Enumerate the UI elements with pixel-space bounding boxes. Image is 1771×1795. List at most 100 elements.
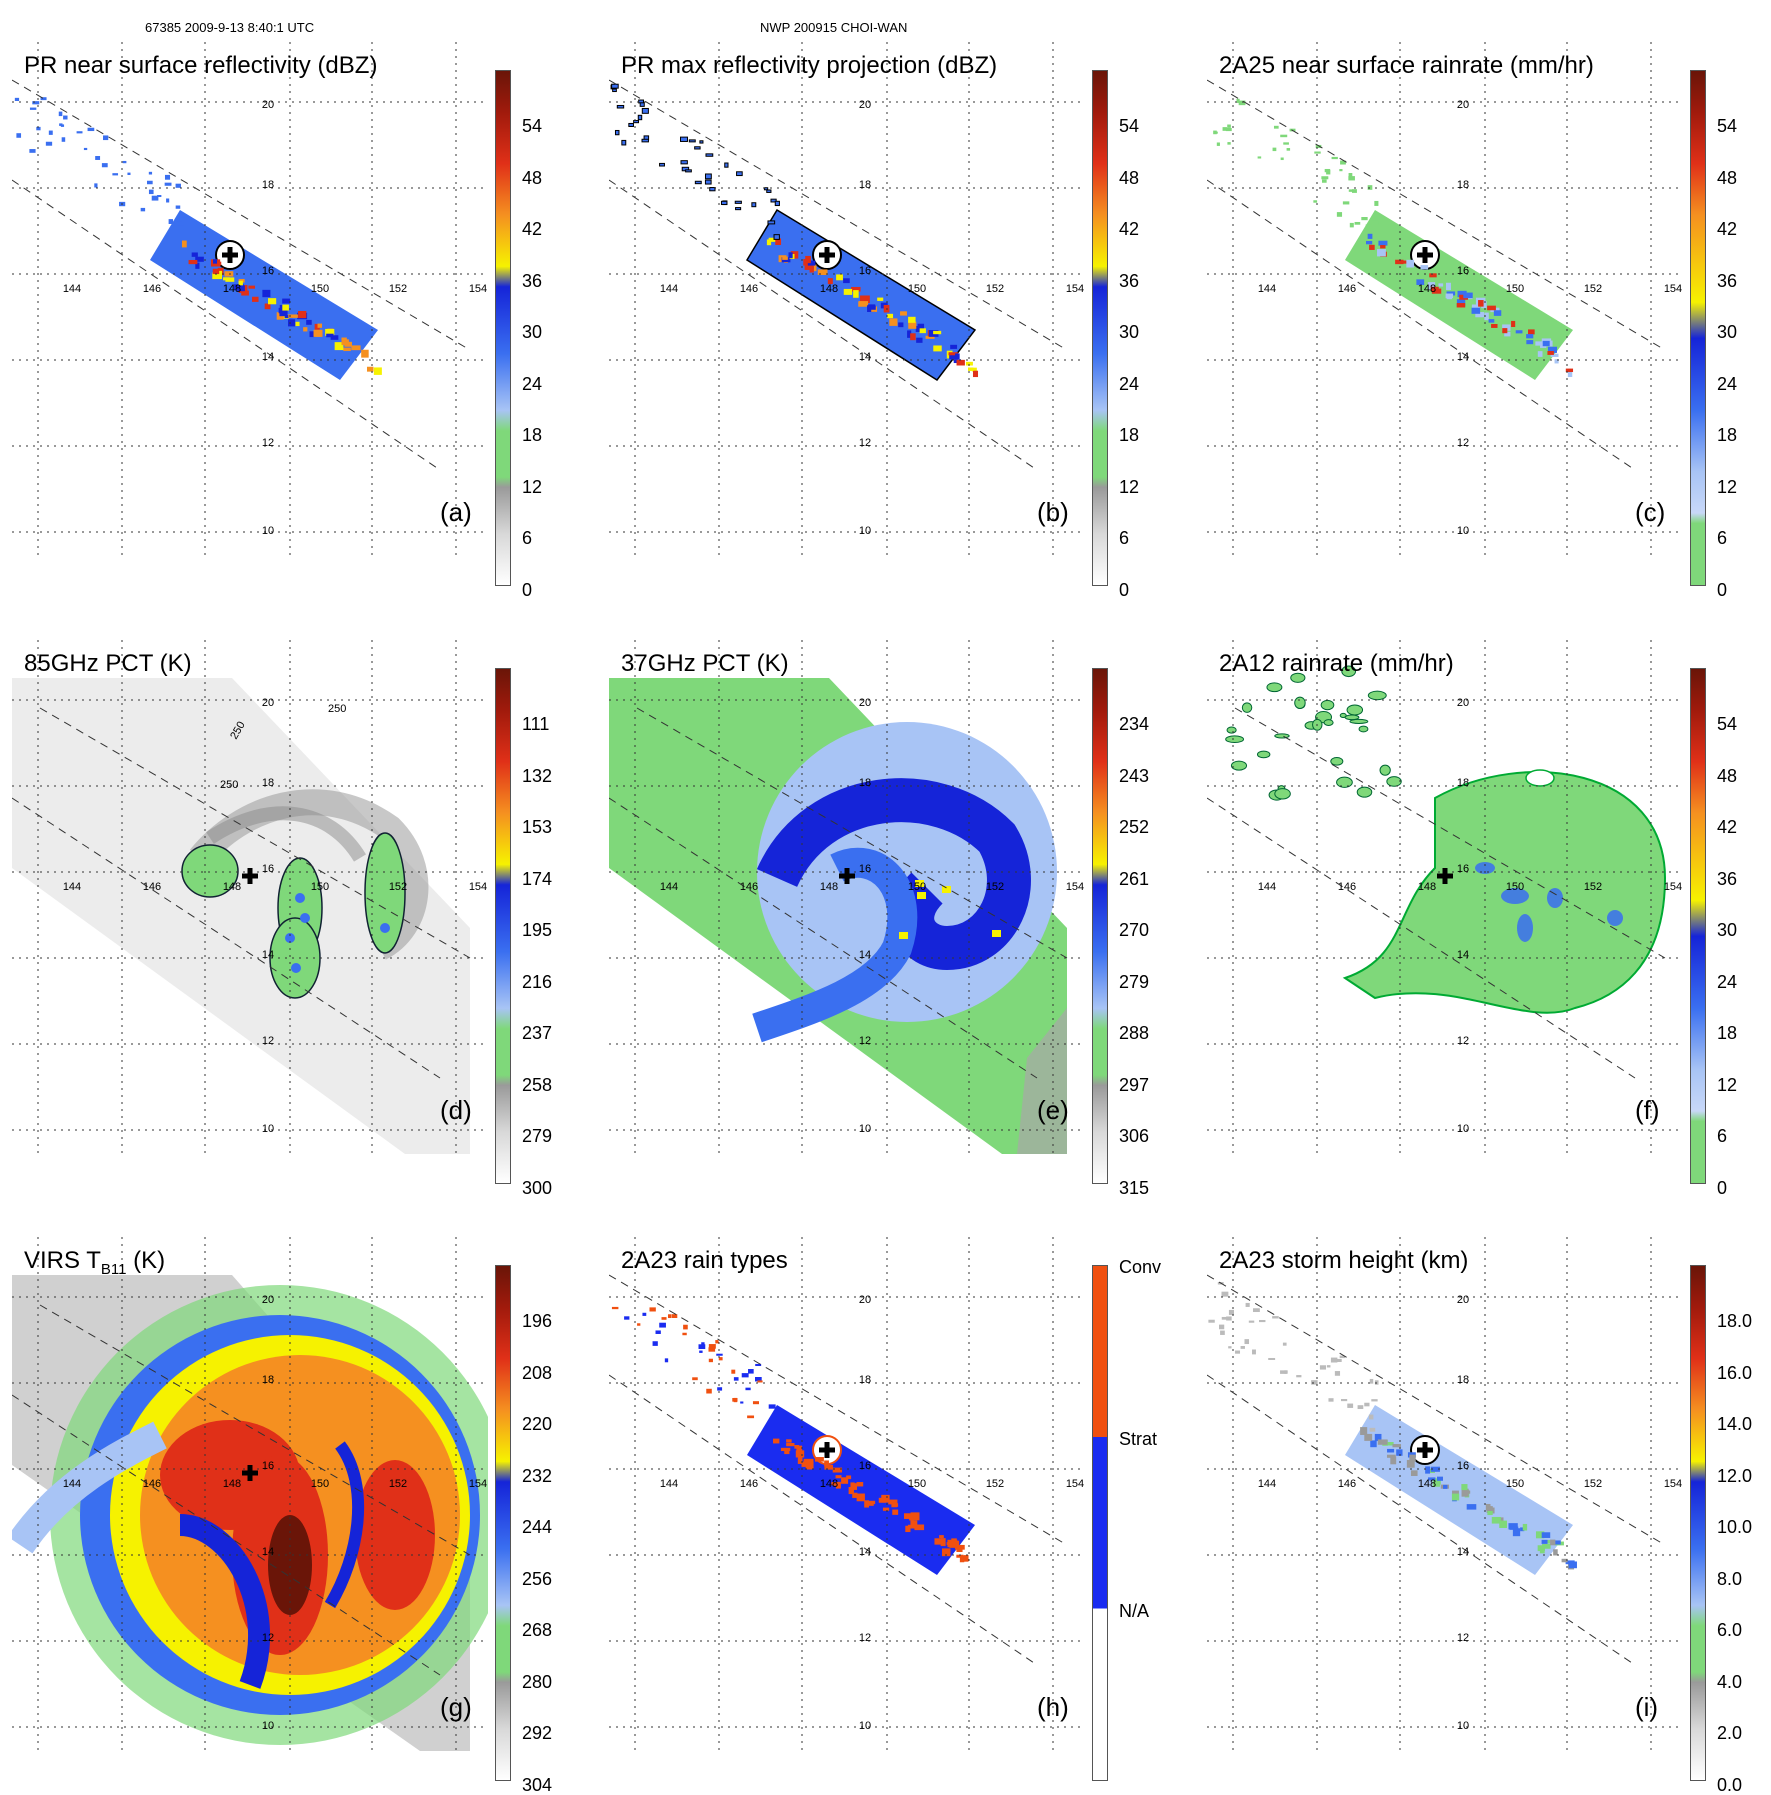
colorbar-tick-label: 300 — [522, 1177, 553, 1198]
lat-label: 20 — [1457, 99, 1469, 111]
lon-label: 150 — [1506, 283, 1524, 295]
colorbar — [1092, 668, 1108, 1184]
colorbar-tick-label: 244 — [522, 1517, 553, 1537]
colorbar-tick-label: 48 — [522, 167, 543, 188]
lon-label: 154 — [1066, 283, 1084, 295]
lat-label: 16 — [262, 1460, 274, 1472]
lon-label: 152 — [1584, 1478, 1602, 1490]
contour-label: 250 — [220, 779, 238, 791]
lon-label: 146 — [1338, 283, 1356, 295]
lon-label: 152 — [389, 283, 407, 295]
colorbar — [1092, 1265, 1108, 1781]
colorbar-tick-label: 153 — [522, 817, 553, 837]
storm-center-marker — [222, 247, 238, 263]
colorbar-tick-label: 196 — [522, 1311, 553, 1331]
colorbar-tick-label: 237 — [522, 1023, 553, 1043]
lat-label: 20 — [262, 99, 274, 111]
colorbar-tick-label: 24 — [522, 373, 543, 394]
lon-label: 148 — [820, 283, 838, 295]
colorbar-tick-label: 306 — [1119, 1126, 1150, 1146]
panel-letter: (i) — [1635, 1692, 1659, 1722]
colorbar-tick-label: 252 — [1119, 817, 1150, 837]
lat-label: 12 — [1457, 1632, 1469, 1644]
colorbar-tick-label: 12 — [522, 476, 543, 497]
lat-label: 12 — [859, 437, 871, 449]
map-plot-c: 144 146 148 150 152 154 10 12 14 16 18 20 — [1207, 42, 1683, 556]
map-plot-g: 144 146 148 150 152 154 10 12 14 16 18 20 — [12, 1237, 488, 1751]
panel-f: 144 146 148 150 152 154 10 12 14 16 18 20 2A12 rainr… — [1195, 628, 1737, 1197]
colorbar-tick-label: 18 — [1717, 1023, 1738, 1043]
lat-label: 12 — [859, 1035, 871, 1047]
lat-label: 20 — [1457, 697, 1469, 709]
lon-label: 146 — [740, 283, 758, 295]
panel-title: PR near surface reflectivity (dBZ) — [24, 52, 378, 79]
lat-label: 10 — [1457, 1123, 1469, 1135]
lat-label: 16 — [1457, 1460, 1469, 1472]
lon-label: 154 — [1664, 283, 1682, 295]
lat-label: 16 — [859, 265, 871, 277]
lon-label: 146 — [740, 1478, 758, 1490]
colorbar-tick-label: Conv — [1119, 1257, 1162, 1277]
colorbar-tick-label: 48 — [1717, 765, 1738, 786]
colorbar-tick-label: 10.0 — [1717, 1517, 1753, 1537]
panel-title: VIRS TB11 (K) — [24, 1247, 165, 1278]
storm-center-marker — [839, 868, 855, 884]
lon-label: 146 — [143, 881, 161, 893]
lon-label: 152 — [986, 1478, 1004, 1490]
colorbar — [1690, 70, 1706, 586]
panel-title: 2A12 rainrate (mm/hr) — [1219, 650, 1454, 677]
lon-label: 144 — [63, 283, 81, 295]
lat-label: 14 — [262, 351, 274, 363]
lon-label: 146 — [1338, 881, 1356, 893]
lon-label: 146 — [143, 283, 161, 295]
colorbar-tick-label: 24 — [1717, 373, 1738, 394]
lon-label: 144 — [1258, 283, 1276, 295]
colorbar-tick-label: 268 — [522, 1620, 553, 1640]
panel-b: 144 146 148 150 152 154 10 12 14 16 18 20 PR max ref… — [597, 30, 1139, 599]
lon-label: 146 — [740, 881, 758, 893]
colorbar-tick-label: 36 — [522, 270, 543, 291]
colorbar-tick-label: 36 — [1717, 270, 1738, 291]
colorbar-tick-label: 12 — [1119, 476, 1140, 497]
lat-label: 16 — [1457, 265, 1469, 277]
colorbar-tick-label: 258 — [522, 1074, 553, 1095]
lat-label: 14 — [1457, 1546, 1469, 1558]
colorbar-tick-label: 54 — [1119, 116, 1140, 136]
colorbar-tick-label: 54 — [1717, 116, 1738, 136]
panel-letter: (f) — [1635, 1095, 1660, 1125]
panel-letter: (c) — [1635, 497, 1666, 527]
panel-letter: (a) — [440, 497, 472, 527]
colorbar-tick-label: 30 — [1717, 322, 1738, 342]
lat-label: 14 — [1457, 949, 1469, 961]
lat-label: 18 — [859, 179, 871, 191]
colorbar-tick-label: 24 — [1119, 373, 1140, 394]
colorbar-tick-label: 30 — [1717, 920, 1738, 940]
lon-label: 150 — [908, 283, 926, 295]
lon-label: 148 — [820, 1478, 838, 1490]
lon-label: 144 — [660, 1478, 678, 1490]
lon-label: 154 — [469, 881, 487, 893]
map-plot-b: 144 146 148 150 152 154 10 12 14 16 18 20 — [609, 42, 1085, 556]
lon-label: 154 — [1066, 881, 1084, 893]
lon-label: 148 — [1418, 283, 1436, 295]
lon-label: 144 — [63, 1478, 81, 1490]
colorbar-tick-label: 279 — [522, 1126, 553, 1146]
lat-label: 20 — [859, 1294, 871, 1306]
lon-label: 152 — [986, 881, 1004, 893]
colorbar-tick-label: 270 — [1119, 920, 1150, 940]
colorbar-tick-label: 0 — [1717, 579, 1728, 600]
orbit-info-header: 67385 2009-9-13 8:40:1 UTC — [145, 20, 315, 35]
colorbar-tick-label: 18.0 — [1717, 1311, 1753, 1331]
colorbar — [1690, 668, 1706, 1184]
storm-center-marker — [1417, 247, 1433, 263]
colorbar-tick-label: 0 — [1119, 579, 1130, 600]
colorbar-tick-label: 48 — [1119, 167, 1140, 188]
lon-label: 154 — [1066, 1478, 1084, 1490]
lat-label: 20 — [859, 697, 871, 709]
lat-label: 16 — [859, 863, 871, 875]
lat-label: 14 — [859, 949, 871, 961]
storm-center-marker — [242, 868, 258, 884]
lat-label: 20 — [262, 1294, 274, 1306]
colorbar-tick-label: 42 — [1717, 817, 1738, 837]
lon-label: 144 — [660, 881, 678, 893]
